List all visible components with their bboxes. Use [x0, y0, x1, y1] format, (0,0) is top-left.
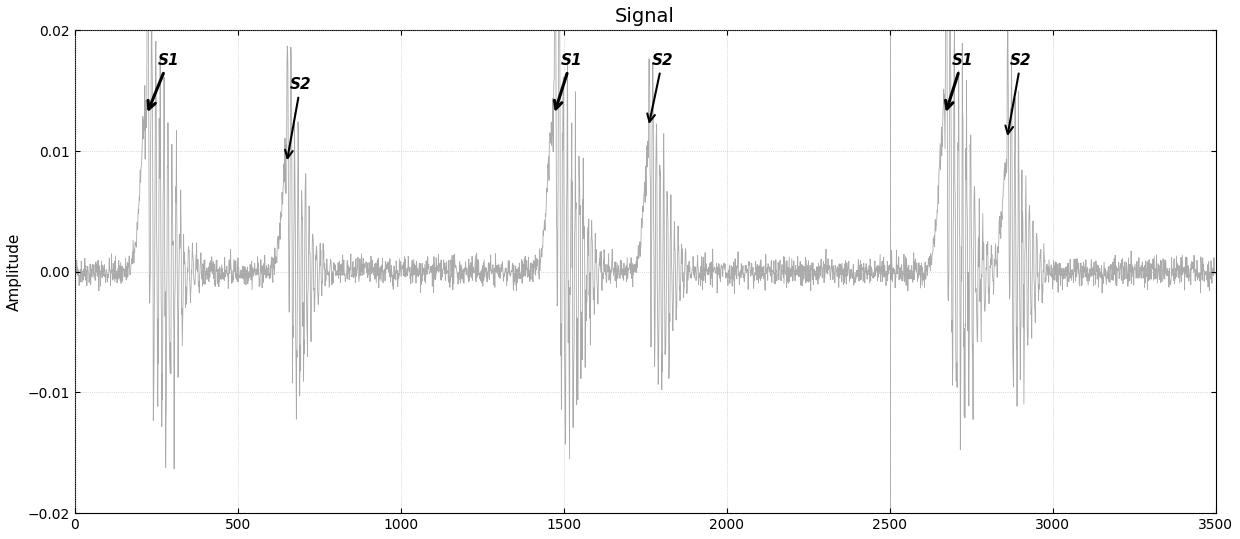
Text: S2: S2 — [285, 77, 311, 158]
Text: S1: S1 — [148, 53, 180, 109]
Text: S1: S1 — [946, 53, 973, 109]
Title: Signal: Signal — [615, 7, 675, 26]
Text: S1: S1 — [554, 53, 582, 109]
Y-axis label: Amplitude: Amplitude — [7, 232, 22, 311]
Text: S2: S2 — [1006, 53, 1032, 134]
Text: S2: S2 — [647, 53, 673, 122]
